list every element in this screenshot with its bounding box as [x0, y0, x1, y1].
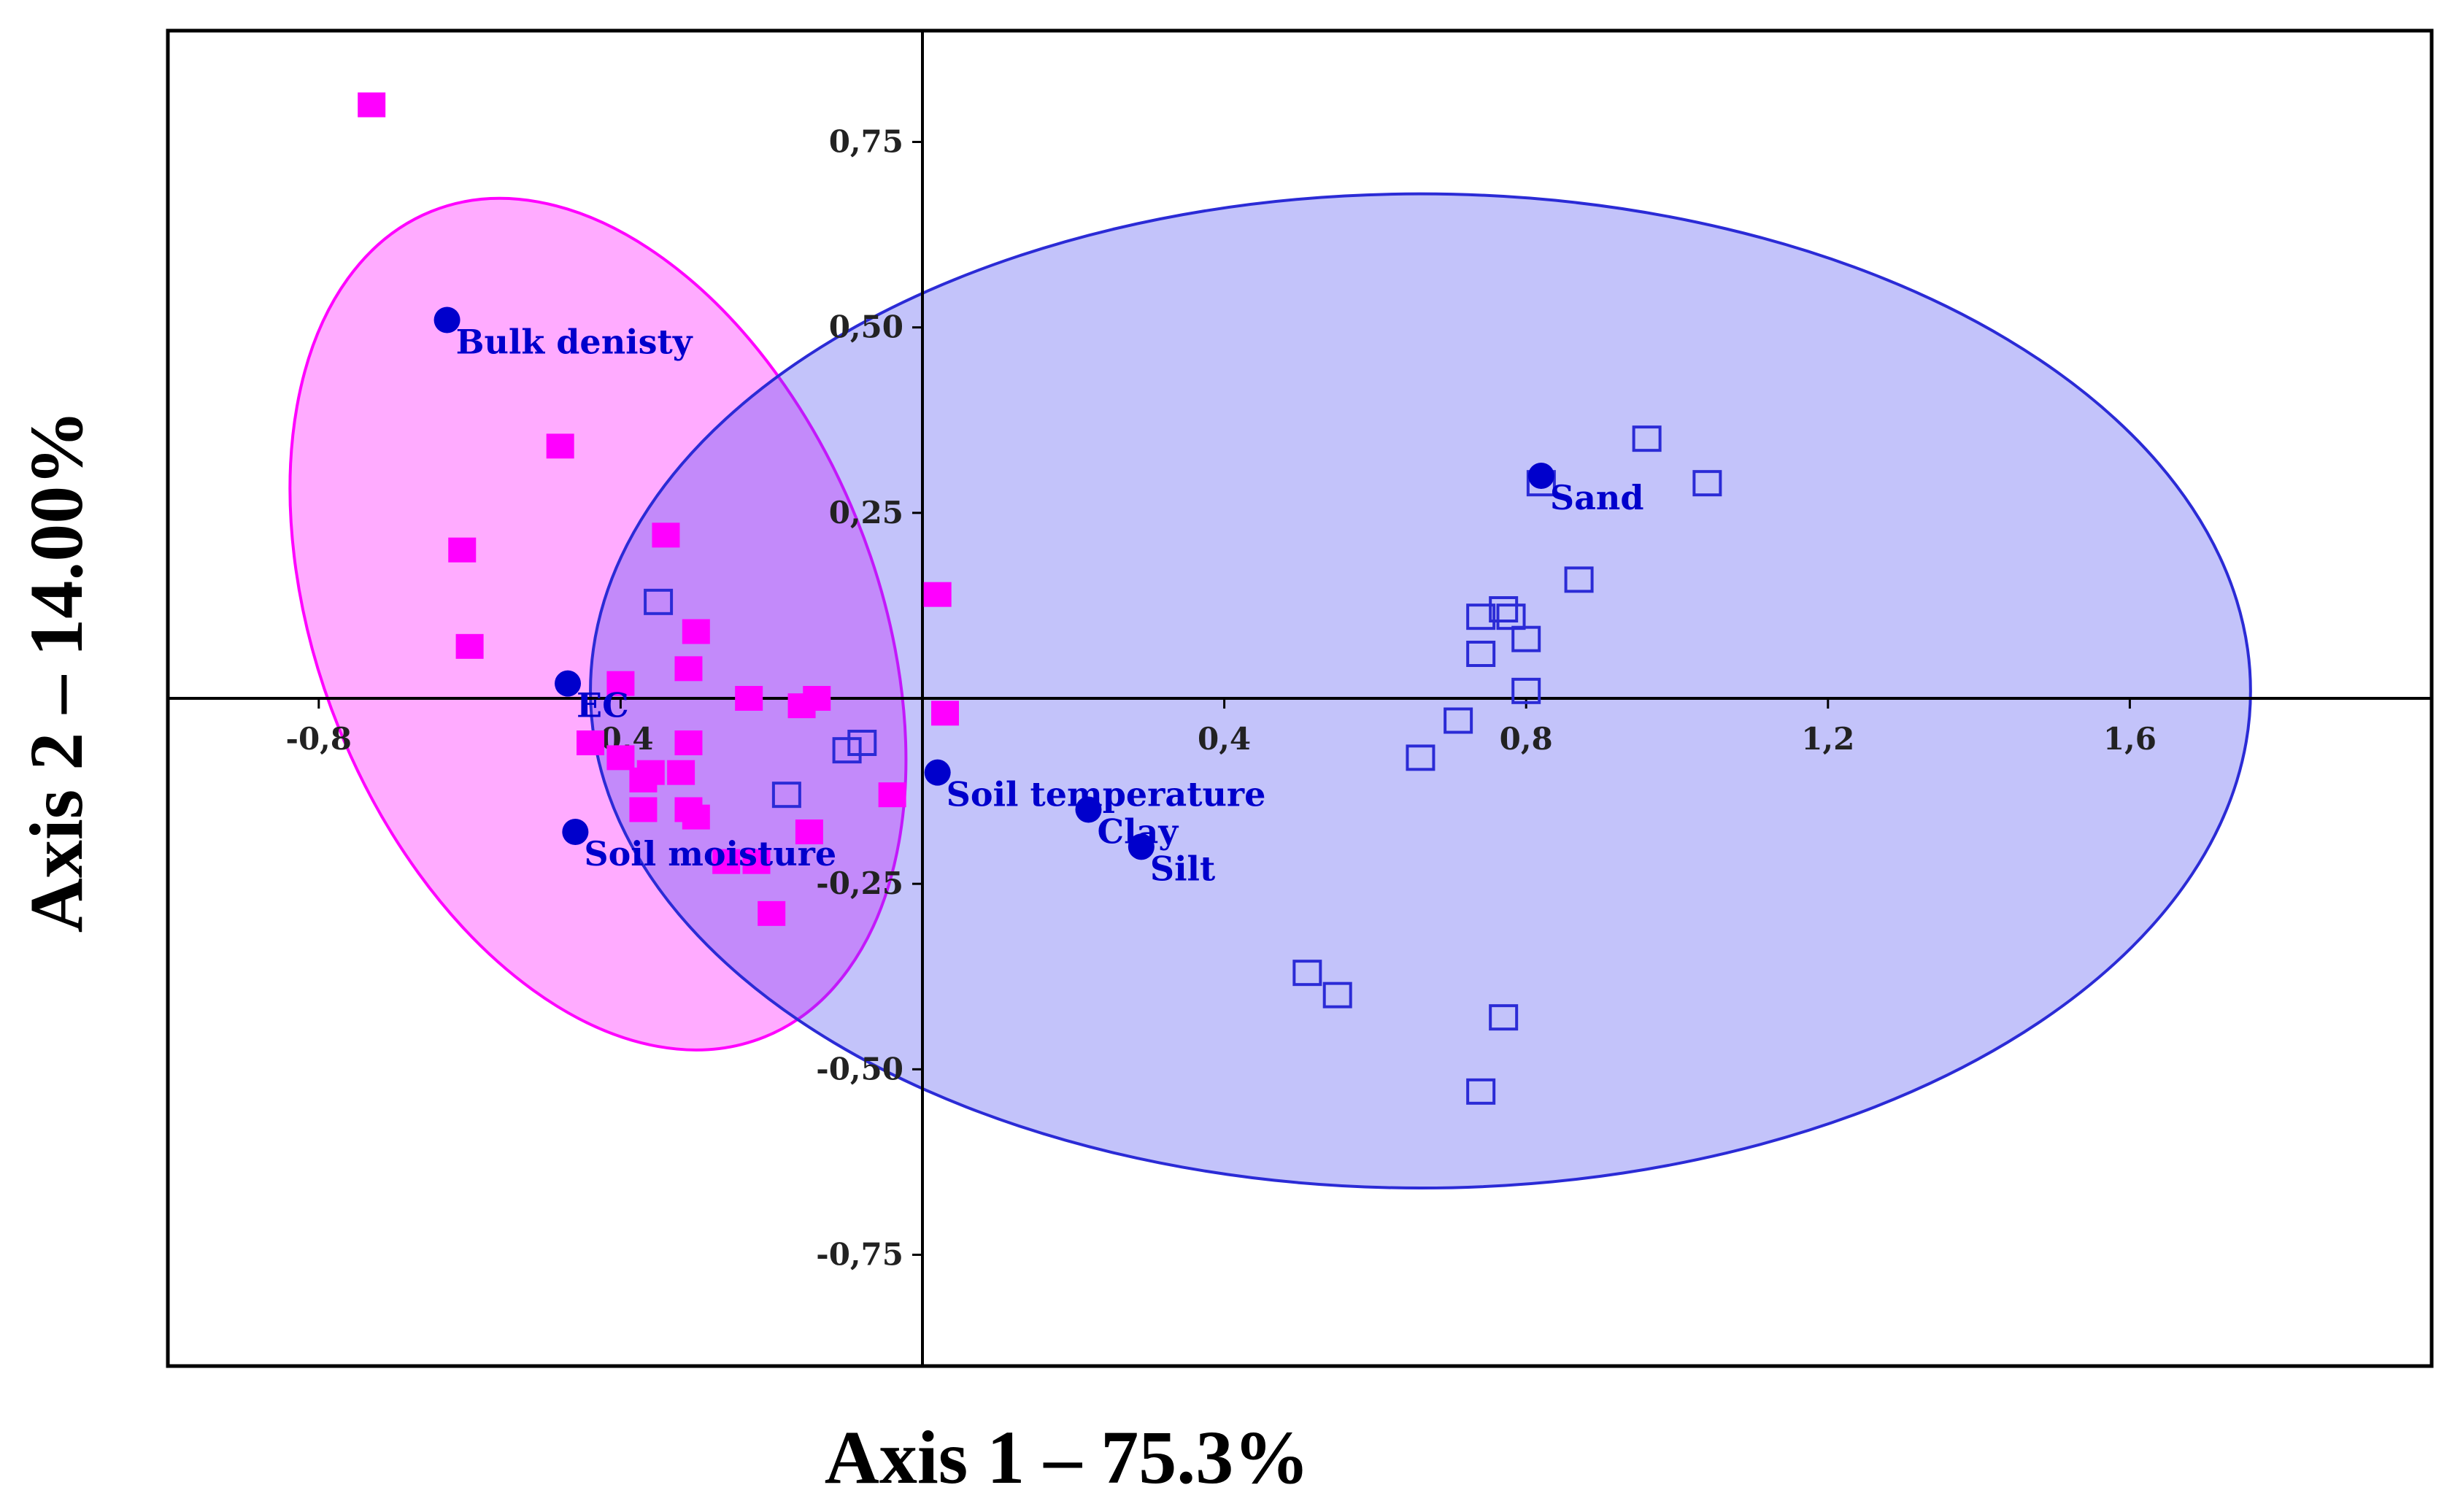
y-tick-label: 0,50 [829, 309, 903, 345]
x-tick-label: 1,2 [1801, 721, 1854, 757]
data-point-group2 [1406, 744, 1435, 771]
y-tick-label: -0,25 [816, 865, 903, 901]
confidence-ellipses [288, 192, 2252, 1189]
x-tick-label: 1,6 [2103, 721, 2157, 757]
data-point-group2 [771, 782, 801, 809]
x-tick-label: -0,8 [286, 721, 352, 757]
data-point-group1 [606, 745, 635, 771]
x-axis-title: Axis 1 – 75.3% [825, 1416, 1309, 1500]
vector-point [1075, 796, 1102, 823]
vector-label: Soil temperature [947, 775, 1266, 814]
data-point-group1 [358, 92, 386, 117]
data-point-group1 [577, 730, 605, 755]
data-point-group1 [682, 804, 710, 830]
data-point-group2 [1292, 960, 1322, 987]
data-point-group2 [1692, 470, 1722, 497]
vector-label: Silt [1150, 849, 1216, 888]
ellipse-group2 [589, 192, 2252, 1189]
data-point-group2 [1322, 981, 1352, 1008]
vector-point [562, 819, 589, 845]
data-point-group1 [931, 701, 960, 726]
y-tick-label: -0,75 [816, 1237, 903, 1273]
data-point-group1 [803, 686, 831, 711]
variable-vectors: Bulk denisty EC Soil moisture Soil temperat… [433, 306, 1644, 888]
data-point-group1 [674, 730, 703, 755]
y-axis-title: Axis 2 – 14.00% [15, 410, 99, 933]
data-point-group2 [1511, 677, 1541, 704]
data-point-group2 [1489, 1004, 1519, 1031]
data-point-group2 [1466, 1078, 1496, 1105]
data-point-group2 [1489, 596, 1519, 622]
data-point-group2 [832, 737, 862, 764]
vector-point [924, 759, 951, 786]
vector-label: Bulk denisty [456, 323, 693, 362]
vector-label: Sand [1550, 478, 1644, 517]
data-point-group2 [1496, 603, 1526, 630]
y-tick-label: -0,50 [816, 1051, 903, 1087]
data-point-group1 [448, 537, 477, 563]
data-point-group2 [847, 730, 877, 756]
y-tick-label: 0,25 [829, 495, 903, 531]
data-point-group1 [455, 633, 484, 659]
vector-point [1527, 463, 1554, 489]
axes [166, 28, 2434, 1368]
vector-point [433, 306, 460, 333]
data-point-group2 [1444, 707, 1473, 734]
vector-point [1128, 833, 1155, 860]
data-point-group1 [667, 760, 695, 785]
x-tick-label: 0,8 [1500, 721, 1553, 757]
data-point-group2 [1632, 425, 1662, 452]
data-point-group1 [606, 671, 635, 696]
data-point-group1 [629, 797, 658, 822]
data-point-group2 [1511, 625, 1541, 652]
vector-point [555, 670, 582, 697]
data-point-group2 [644, 588, 674, 615]
data-point-group1 [795, 819, 823, 844]
x-tick-label: 0,4 [1198, 721, 1251, 757]
data-point-group1 [878, 782, 906, 808]
sample-points [358, 92, 1722, 1105]
data-point-group1 [758, 900, 786, 926]
tick-marks-and-labels: -0,8 -0,4 0,4 0,8 1,2 1,60,750,500,25-0,25-0,… [286, 124, 2157, 1273]
data-point-group1 [674, 656, 703, 682]
data-point-group1 [629, 767, 658, 792]
data-point-group1 [652, 522, 680, 548]
data-point-group1 [742, 849, 771, 874]
vector-label: Soil moisture [584, 834, 836, 873]
data-point-group1 [923, 582, 952, 607]
data-point-group1 [682, 619, 710, 644]
y-tick-label: 0,75 [829, 124, 903, 160]
data-point-group2 [1466, 641, 1496, 667]
data-point-group2 [1564, 566, 1594, 593]
vector-label: EC [577, 686, 629, 725]
data-point-group2 [1466, 603, 1496, 630]
data-point-group1 [712, 849, 741, 874]
data-point-group1 [546, 433, 574, 459]
data-point-group1 [735, 686, 763, 711]
